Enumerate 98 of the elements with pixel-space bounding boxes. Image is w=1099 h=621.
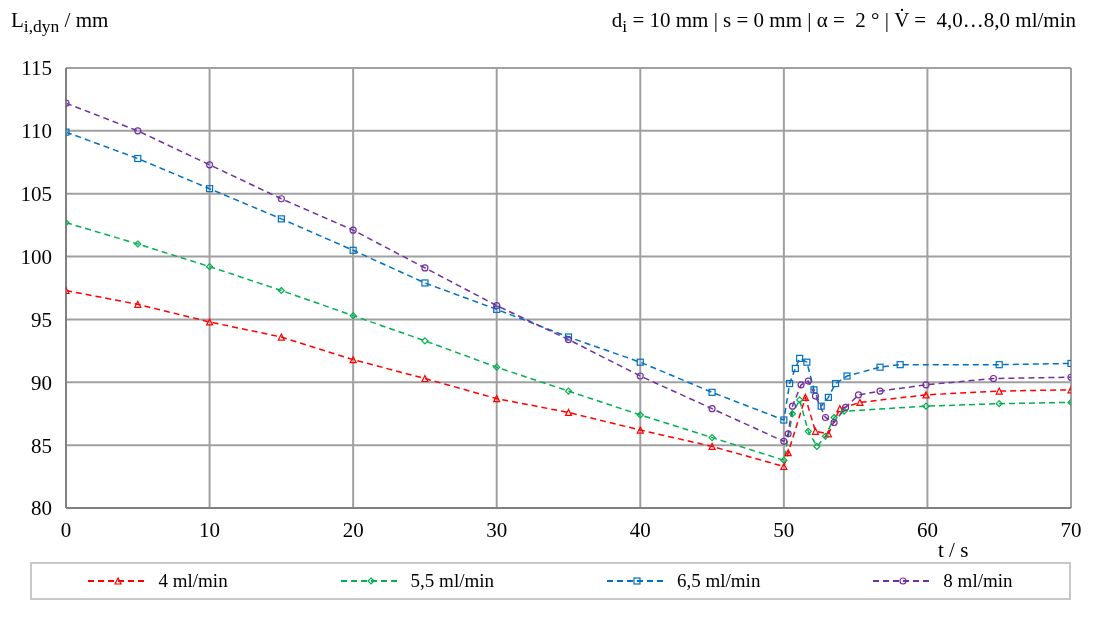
point [896,361,904,369]
point [205,263,214,271]
point [349,246,357,254]
point [636,411,644,419]
point [788,402,797,410]
point [989,374,998,383]
y-tick-label: 115 [21,56,52,81]
x-axis-title: t / s [938,538,969,563]
y-tick-label: 105 [20,182,52,207]
legend-label: 6,5 ml/min [676,570,761,592]
point [421,264,429,272]
x-tick-label: 10 [199,517,221,542]
x-tick-label: 30 [486,517,508,542]
point [349,312,357,320]
x-tick-label: 60 [916,517,938,542]
point [205,185,214,193]
point [922,381,930,389]
point [831,379,840,388]
point [811,427,820,435]
point [995,400,1003,408]
point [277,286,285,295]
legend-label: 5,5 ml/min [410,570,495,592]
point [780,456,788,464]
legend-label: 4 ml/min [158,570,228,592]
x-tick-label: 0 [60,517,72,542]
x-tick-label: 40 [629,517,651,542]
point [788,410,797,418]
point [786,379,794,388]
point [277,195,285,203]
point [780,416,788,424]
point [349,226,357,234]
point [493,363,501,371]
point [854,391,863,399]
point [784,430,792,438]
point [205,161,214,169]
point [421,279,429,287]
point [836,405,844,413]
point [134,154,142,163]
point [636,358,644,366]
point [421,374,429,383]
y-tick-label: 90 [31,370,52,395]
point [780,462,788,471]
point [824,393,832,401]
x-tick-label: 20 [342,517,364,542]
legend-label: 8 ml/min [943,570,1013,592]
point [821,413,830,422]
y-axis-title: L$_{i,dyn}$ / mm [11,8,109,38]
point [493,395,501,403]
point [636,372,644,380]
x-tick-label: 70 [1060,517,1082,542]
point [636,426,644,434]
point [134,127,142,135]
point [922,391,930,399]
line-series [66,219,1071,464]
point [856,398,864,406]
point [796,396,804,404]
y-tick-label: 100 [20,245,52,270]
chart-title: d$_{i}$ = 10 mm | s = 0 mm | α = 2 ° | V̇ = 4,0…8,0 ml/min [611,8,1076,38]
point [811,392,820,400]
y-tick-label: 95 [31,307,52,332]
point [995,361,1003,369]
point [843,372,851,380]
point [876,363,884,371]
point [421,337,429,345]
point [830,413,838,422]
point [804,377,812,385]
point [277,333,285,341]
point [708,388,716,396]
point [277,215,285,223]
point [349,356,357,364]
point [797,381,805,389]
point [817,402,825,410]
point [205,318,214,326]
y-tick-label: 110 [21,119,52,144]
point [830,418,838,427]
point [784,449,792,457]
point [922,402,930,410]
point [804,427,812,435]
point [791,364,799,373]
y-tick-label: 85 [31,433,52,458]
x-tick-label: 50 [773,517,795,542]
point [995,387,1003,395]
point [134,240,142,248]
point [801,393,809,401]
point [780,437,788,445]
point [876,387,884,395]
point [708,434,716,442]
point [708,405,716,413]
point [134,300,142,308]
point [708,442,716,450]
point [564,387,573,395]
point [813,442,821,450]
y-tick-label: 80 [31,496,52,521]
point [841,403,850,412]
point [803,358,811,366]
point [564,408,573,417]
point [796,354,804,362]
point [810,386,818,394]
